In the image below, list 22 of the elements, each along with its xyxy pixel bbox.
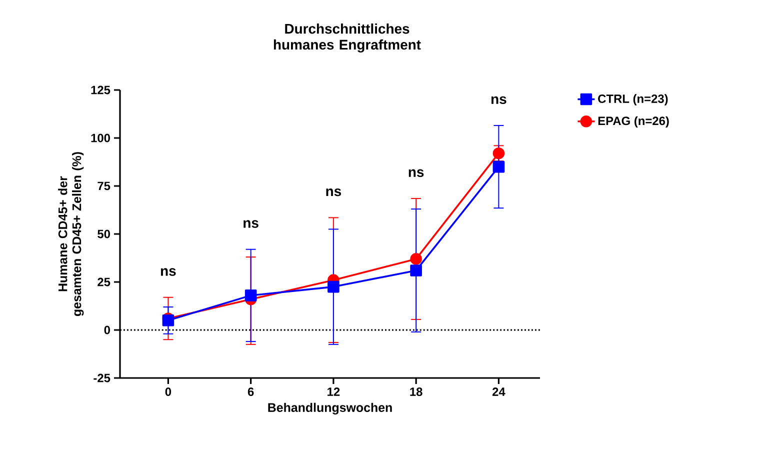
x-tick-label: 18 <box>410 388 422 396</box>
x-tick-label: 12 <box>328 388 340 396</box>
y-tick-label: 75 <box>98 182 110 190</box>
x-tick-label: 0 <box>165 388 172 396</box>
annotation: ns <box>491 96 506 104</box>
y-tick-label: 0 <box>104 326 110 334</box>
x-axis-title: Behandlungswochen <box>268 402 392 414</box>
y-tick-label: 25 <box>98 278 110 286</box>
y-tick-label: 100 <box>91 134 110 142</box>
x-tick-label: 6 <box>248 388 254 396</box>
legend-label: EPAG (n=26) <box>598 116 669 128</box>
annotation: ns <box>408 169 424 177</box>
y-tick-label: 50 <box>98 230 110 238</box>
annotation: ns <box>160 268 176 276</box>
x-tick-label: 24 <box>492 388 506 396</box>
y-tick-label: -25 <box>94 374 110 382</box>
y-axis-title: Humane CD45+ der gesamten CD45+ Zellen (%) <box>58 152 84 316</box>
annotation: ns <box>244 220 258 228</box>
annotation: ns <box>326 188 342 196</box>
legend-label: CTRL (n=23) <box>598 94 668 106</box>
y-tick-label: 125 <box>91 86 110 94</box>
chart-title: Durchschnittliches humanes Engraftment <box>274 23 421 52</box>
